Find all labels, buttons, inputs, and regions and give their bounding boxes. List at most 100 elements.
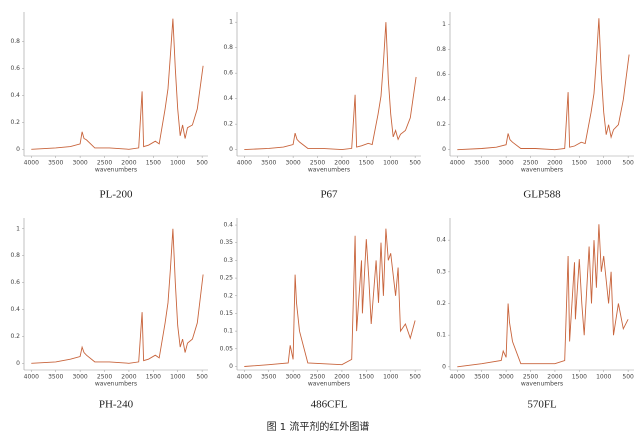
x-tick-label: 2000 [547,160,562,167]
x-tick-label: 2500 [310,374,325,381]
x-axis-label: wavenumbers [95,167,137,174]
y-tick-label: 0.4 [436,237,446,244]
y-tick-label: 0.2 [10,119,20,126]
x-tick-label: 1500 [572,374,587,381]
x-tick-label: 1000 [170,374,185,381]
x-axis-label: wavenumbers [308,167,350,174]
y-tick-label: 0.1 [436,332,446,339]
chart-title: GLP588 [523,189,561,201]
y-tick-label: 0 [16,146,20,153]
x-tick-label: 3500 [48,374,63,381]
spectrum-line [457,18,630,151]
y-tick-label: 0.2 [10,333,20,340]
x-axis-label: wavenumbers [95,381,137,388]
x-tick-label: 2000 [334,374,349,381]
y-tick-label: 0.8 [436,46,446,53]
x-tick-label: 1000 [383,374,398,381]
y-tick-label: 0.2 [436,300,446,307]
x-tick-label: 1500 [359,160,374,167]
x-axis-label: wavenumbers [521,167,563,174]
x-tick-label: 500 [409,160,421,167]
y-tick-label: 0.2 [223,121,233,128]
y-tick-label: 0 [16,360,20,367]
x-tick-label: 1500 [572,160,587,167]
x-tick-label: 3000 [498,374,513,381]
y-tick-label: 1 [229,19,233,26]
x-tick-label: 2500 [310,160,325,167]
x-tick-label: 500 [622,160,634,167]
x-tick-label: 3000 [498,160,513,167]
y-tick-label: 0.05 [220,345,234,352]
chart-title: P67 [320,189,338,201]
spectrum-line [244,22,417,151]
x-tick-label: 3000 [285,160,300,167]
x-tick-label: 2500 [97,374,112,381]
x-tick-label: 3500 [474,160,489,167]
spectrum-line [31,228,204,364]
y-tick-label: 0.8 [223,44,233,51]
x-tick-label: 1000 [383,160,398,167]
y-tick-label: 1 [442,21,446,28]
x-tick-label: 1000 [596,374,611,381]
chart-title: 570FL [527,399,557,411]
y-tick-label: 0.15 [220,310,234,317]
figure-caption: 图 1 流平剂的红外图谱 [267,420,370,433]
y-tick-label: 0.3 [436,268,446,275]
x-tick-label: 2000 [547,374,562,381]
spectrum-line [457,224,629,368]
y-tick-label: 0.2 [223,292,233,299]
y-tick-label: 0.3 [223,257,233,264]
x-tick-label: 4000 [24,160,39,167]
y-tick-label: 0.8 [10,252,20,259]
y-tick-label: 0 [442,363,446,370]
y-tick-label: 0.4 [10,92,20,99]
y-tick-label: 0 [442,146,446,153]
x-tick-label: 3000 [72,160,87,167]
x-tick-label: 2000 [121,160,136,167]
x-tick-label: 1500 [146,160,161,167]
y-tick-label: 0.6 [10,65,20,72]
chart-title: 486CFL [311,399,348,411]
y-tick-label: 0 [229,363,233,370]
x-tick-label: 3500 [474,374,489,381]
x-tick-label: 3500 [48,160,63,167]
y-tick-label: 1 [16,225,20,232]
y-tick-label: 0.4 [223,222,233,229]
y-tick-label: 0.4 [10,306,20,313]
chart-title: PL-200 [100,189,134,201]
x-tick-label: 500 [409,374,421,381]
y-tick-label: 0.25 [220,275,234,282]
chart-title: PH-240 [99,399,134,411]
x-tick-label: 1500 [146,374,161,381]
y-tick-label: 0.6 [436,71,446,78]
x-tick-label: 2000 [121,374,136,381]
x-axis-label: wavenumbers [308,381,350,388]
x-tick-label: 3500 [261,160,276,167]
x-tick-label: 3000 [285,374,300,381]
x-tick-label: 3500 [261,374,276,381]
y-tick-label: 0.6 [223,70,233,77]
x-tick-label: 500 [196,374,208,381]
x-tick-label: 2000 [334,160,349,167]
x-tick-label: 1000 [170,160,185,167]
y-tick-label: 0.1 [223,328,233,335]
y-tick-label: 0.2 [436,121,446,128]
y-tick-label: 0.8 [10,38,20,45]
x-tick-label: 4000 [450,374,465,381]
y-tick-label: 0.4 [436,96,446,103]
x-tick-label: 4000 [24,374,39,381]
x-tick-label: 3000 [72,374,87,381]
x-tick-label: 4000 [237,374,252,381]
x-axis-label: wavenumbers [521,381,563,388]
y-tick-label: 0 [229,146,233,153]
spectrum-line [31,18,204,150]
y-tick-label: 0.6 [10,279,20,286]
y-tick-label: 0.35 [220,239,234,246]
x-tick-label: 500 [196,160,208,167]
x-tick-label: 2500 [523,160,538,167]
x-tick-label: 2500 [523,374,538,381]
spectrum-line [244,228,416,367]
x-tick-label: 1500 [359,374,374,381]
